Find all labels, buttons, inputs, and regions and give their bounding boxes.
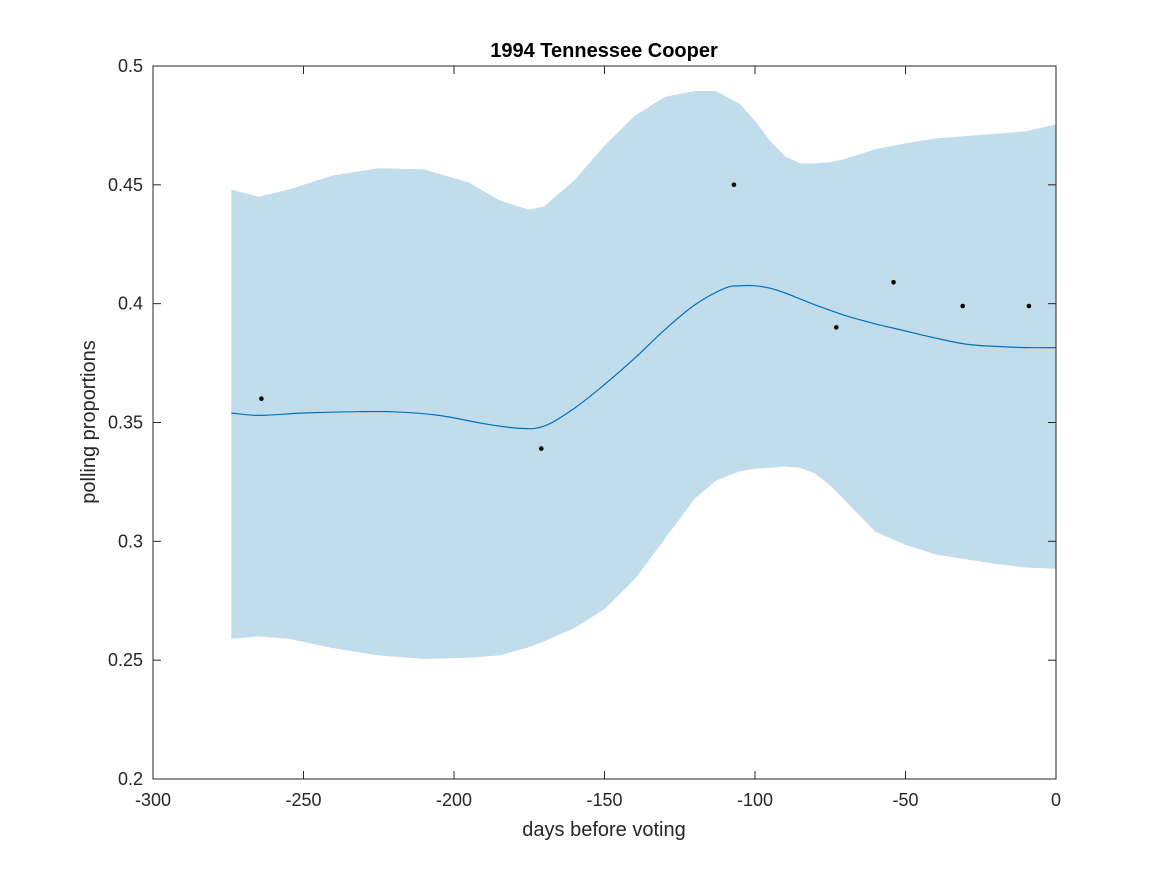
x-tick-label: -100 (737, 790, 773, 810)
x-axis-label: days before voting (522, 819, 685, 841)
plot-area (231, 91, 1057, 659)
y-tick-label: 0.5 (118, 56, 143, 76)
poll-point (1026, 303, 1032, 309)
chart-title: 1994 Tennessee Cooper (490, 40, 718, 62)
poll-point (960, 303, 965, 309)
y-tick-label: 0.35 (108, 413, 143, 433)
x-tick-label: 0 (1051, 790, 1061, 810)
confidence-band (231, 91, 1057, 659)
poll-point (891, 280, 896, 285)
y-axis-label: polling proportions (78, 340, 100, 503)
y-tick-label: 0.4 (118, 294, 143, 314)
x-tick-label: -150 (586, 790, 622, 810)
x-tick-label: -200 (436, 790, 472, 810)
poll-point (731, 182, 737, 188)
poll-point (834, 325, 839, 330)
y-tick-label: 0.3 (118, 531, 143, 551)
x-tick-label: -300 (135, 790, 171, 810)
axes: -300 -250 -200 -150 -100 -50 0 0.2 0.25 0.3 0.35 0.… (108, 56, 1061, 810)
y-tick-label: 0.45 (108, 175, 143, 195)
poll-point (259, 396, 264, 402)
x-tick-label: -250 (285, 790, 321, 810)
x-tick-label: -50 (892, 790, 918, 810)
y-tick-label: 0.2 (118, 769, 143, 789)
mean-line (231, 284, 1057, 430)
y-tick-label: 0.25 (108, 650, 143, 670)
poll-point (539, 446, 544, 451)
